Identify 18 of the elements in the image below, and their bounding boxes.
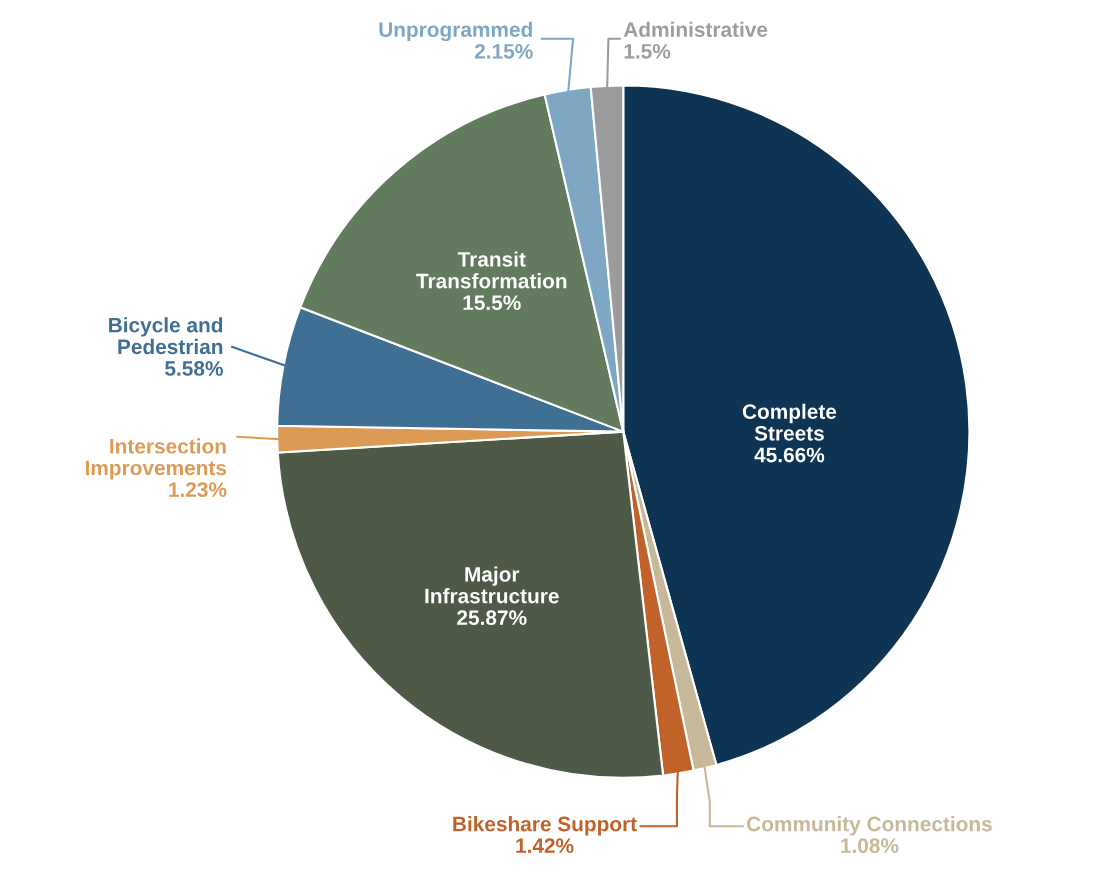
data-label: 2.15% bbox=[474, 43, 533, 59]
data-label: 1.5% bbox=[624, 43, 671, 59]
data-label: 1.08% bbox=[841, 838, 899, 854]
data-label: 15.5% bbox=[463, 295, 521, 311]
slice-label: Unprogrammed bbox=[379, 21, 532, 42]
slice-label: Bikeshare Support bbox=[453, 816, 637, 836]
slice-label: Complete Streets bbox=[742, 403, 837, 441]
data-label: 25.87% bbox=[457, 610, 527, 626]
data-label: 45.66% bbox=[754, 447, 825, 463]
slice-label: Administrative bbox=[623, 21, 768, 37]
slice-label: Transit Transformation bbox=[416, 251, 567, 289]
data-label: 1.23% bbox=[169, 482, 227, 498]
slice-label: Bicycle and Pedestrian bbox=[109, 317, 223, 355]
slice-label: Community Connections bbox=[747, 816, 992, 836]
slice-label: Major Infrastructure bbox=[425, 566, 559, 604]
data-label: 1.42% bbox=[516, 838, 574, 854]
slice-label: Intersection Improvements bbox=[85, 438, 227, 480]
data-label: 5.58% bbox=[165, 361, 223, 376]
